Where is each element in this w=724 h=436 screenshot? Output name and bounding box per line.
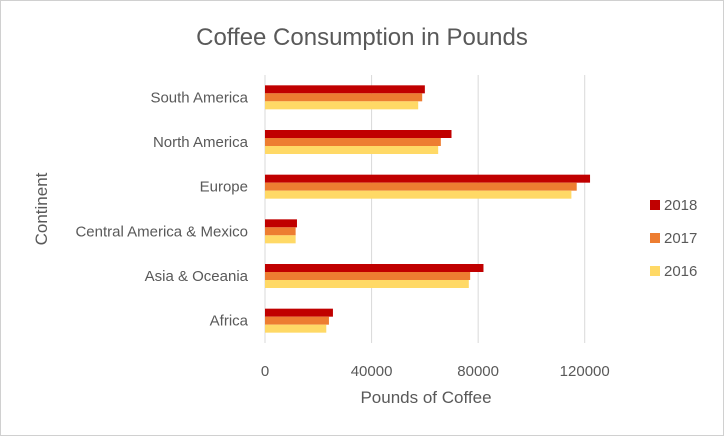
y-tick-label: Asia & Oceania <box>145 268 249 285</box>
bar-2017 <box>265 138 441 146</box>
bar-2017 <box>265 316 329 325</box>
legend-swatch-2018 <box>650 200 660 210</box>
bar-2016 <box>265 324 327 333</box>
x-tick-labels: 0 40000 80000 120000 <box>261 363 610 380</box>
x-tick-label: 80000 <box>457 363 499 380</box>
x-tick-label: 120000 <box>560 363 610 380</box>
bar-2018 <box>265 130 452 138</box>
bar-2016 <box>265 280 469 288</box>
legend-swatch-2016 <box>650 266 660 276</box>
y-tick-label: Europe <box>200 179 248 196</box>
y-tick-labels: South America North America Europe Central … <box>75 89 248 329</box>
legend-swatch-2017 <box>650 233 660 243</box>
bar-2016 <box>265 235 296 244</box>
y-tick-label: Central America & Mexico <box>75 223 248 240</box>
legend-label-2016: 2016 <box>664 263 697 280</box>
x-tick-label: 40000 <box>351 363 393 380</box>
y-axis-title: Continent <box>32 172 51 245</box>
bar-2017 <box>265 182 577 191</box>
legend: 2018 2017 2016 <box>650 197 697 280</box>
bar-2016 <box>265 146 439 154</box>
y-tick-label: South America <box>150 89 248 106</box>
x-axis-title: Pounds of Coffee <box>360 388 491 407</box>
bar-2017 <box>265 93 423 102</box>
bar-2018 <box>265 85 425 94</box>
bar-2018 <box>265 174 591 183</box>
bar-2018 <box>265 308 333 317</box>
bar-2018 <box>265 264 484 272</box>
gridlines <box>264 75 586 343</box>
bar-2017 <box>265 227 296 236</box>
bar-2016 <box>265 190 572 199</box>
y-tick-label: North America <box>153 134 249 151</box>
legend-label-2018: 2018 <box>664 197 697 214</box>
bar-2016 <box>265 101 419 110</box>
bars <box>265 85 591 333</box>
legend-label-2017: 2017 <box>664 230 697 247</box>
y-tick-label: Africa <box>210 313 249 330</box>
chart-title: Coffee Consumption in Pounds <box>196 24 528 51</box>
x-tick-label: 0 <box>261 363 269 380</box>
bar-2018 <box>265 219 297 228</box>
bar-2017 <box>265 272 471 280</box>
